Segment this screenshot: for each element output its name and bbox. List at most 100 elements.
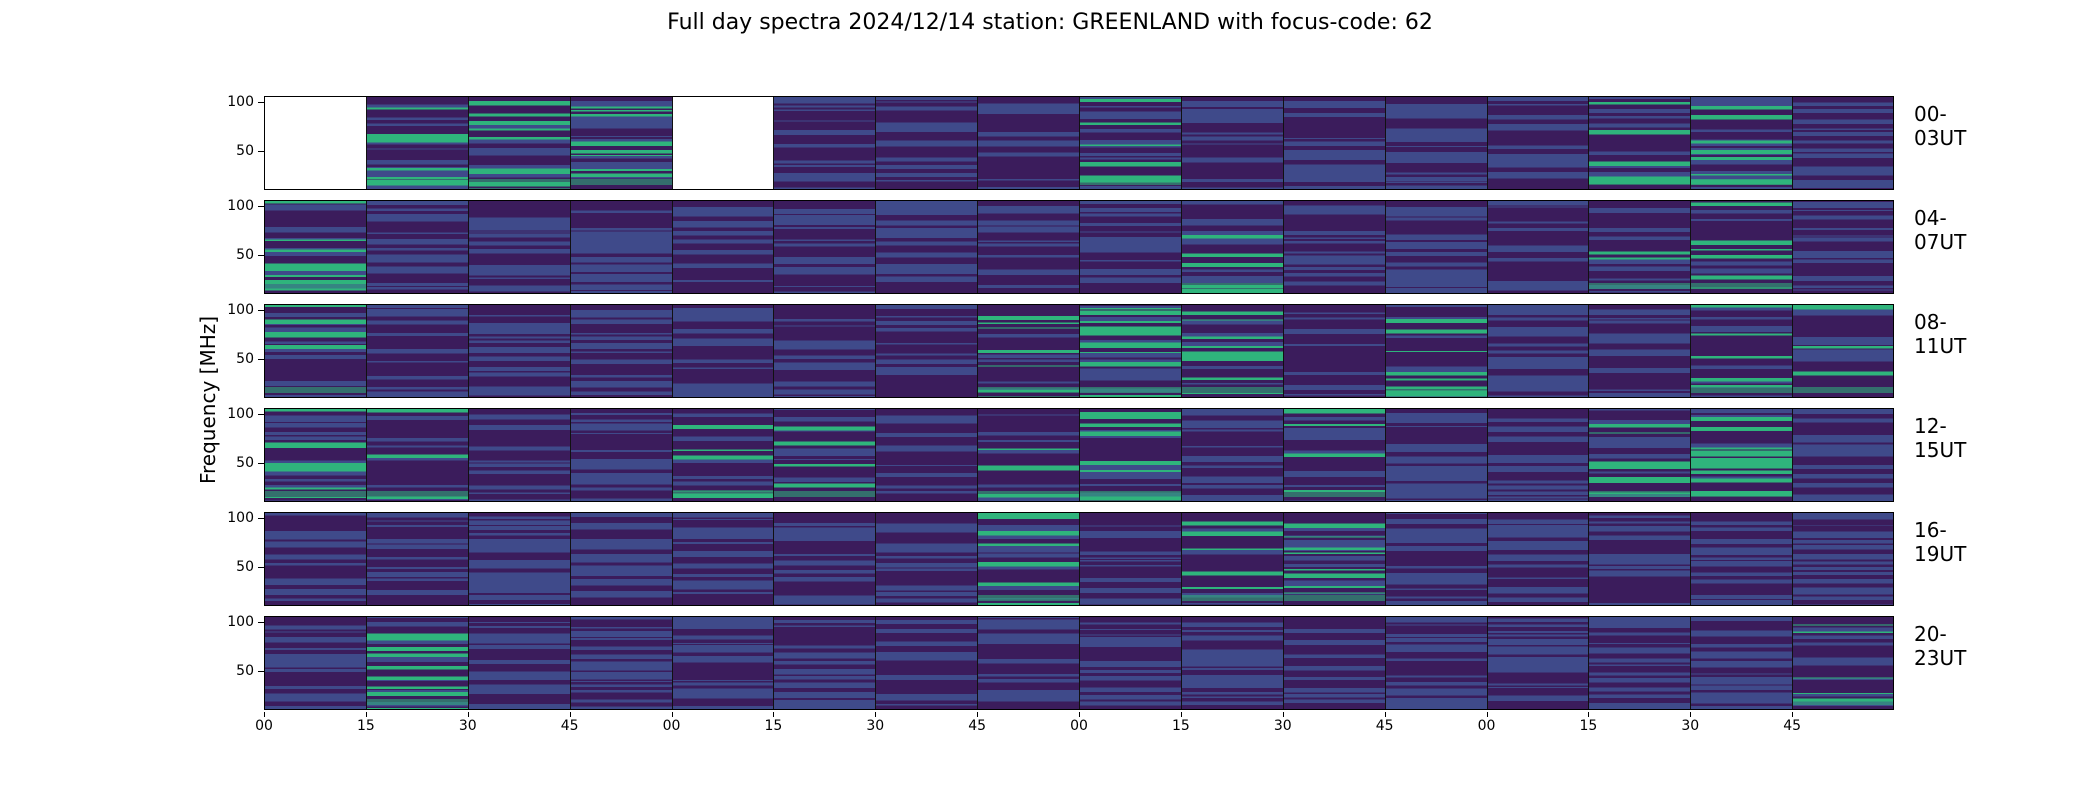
spectrum-panel	[1793, 617, 1893, 709]
y-tick-mark	[258, 150, 264, 152]
low-frequency-band	[1589, 179, 1691, 185]
row-time-label: 12-15UT	[1914, 414, 1967, 463]
y-tick-label: 100	[227, 301, 254, 318]
x-tick-mark	[977, 712, 979, 717]
low-frequency-band	[1080, 491, 1181, 497]
spectrum-panel	[672, 617, 775, 709]
y-tick-label: 50	[236, 246, 254, 263]
spectrum-panel	[672, 409, 775, 501]
spectra-row: 100 50 16-19UT	[227, 510, 1966, 606]
spectrum-panel	[876, 97, 979, 189]
x-tick-label: 00	[255, 718, 273, 734]
spectrum-panel	[1181, 409, 1284, 501]
spectrum-panel	[265, 409, 367, 501]
x-tick-mark	[671, 712, 673, 717]
spectrum-panel	[265, 513, 367, 605]
y-tick-label: 100	[227, 509, 254, 526]
low-frequency-band	[1691, 387, 1793, 393]
y-tick-mark	[258, 517, 264, 519]
spectrum-panel	[1080, 617, 1182, 709]
y-tick-mark	[258, 413, 264, 415]
spectrum-panel	[1589, 305, 1692, 397]
spectrum-panel	[1487, 409, 1590, 501]
row-time-label: 20-23UT	[1914, 622, 1967, 671]
spectrum-panel	[265, 617, 367, 709]
x-tick-mark	[467, 712, 469, 717]
spectrum-panel	[876, 201, 979, 293]
spectrum-panel	[468, 617, 571, 709]
spectrum-panel	[1487, 97, 1590, 189]
y-tick-label: 50	[236, 662, 254, 679]
spectrum-panel	[1589, 617, 1692, 709]
x-tick-label: 45	[1783, 718, 1802, 734]
spectrum-panel	[1385, 305, 1488, 397]
low-frequency-band	[978, 387, 1079, 393]
spectrum-panel	[468, 409, 571, 501]
spectrum-panel	[1793, 305, 1893, 397]
spectrum-panel	[570, 617, 673, 709]
spectra-row: 100 50 20-23UT	[227, 614, 1966, 710]
spectrum-panel	[876, 305, 979, 397]
spectrum-panel	[1283, 201, 1386, 293]
spectra-row: 100 50 12-15UT	[227, 406, 1966, 502]
spectrum-panel	[366, 201, 469, 293]
x-tick-label: 30	[1681, 718, 1700, 734]
spectrum-panel	[1487, 617, 1590, 709]
x-tick-label: 00	[662, 718, 681, 734]
spectrum-panel	[1691, 617, 1794, 709]
y-tick-label: 50	[236, 350, 254, 367]
spectrum-panel	[1385, 201, 1488, 293]
y-tick-mark	[258, 670, 264, 672]
spectrum-panel	[1691, 201, 1794, 293]
row-time-label: 08-11UT	[1914, 310, 1967, 359]
x-tick-label: 15	[1579, 718, 1598, 734]
spectrum-panel	[774, 409, 877, 501]
y-tick-mark	[258, 254, 264, 256]
spectrum-panel	[1487, 305, 1590, 397]
spectrum-panel	[1385, 409, 1488, 501]
y-tick-mark	[258, 621, 264, 623]
spectrum-panel	[265, 201, 367, 293]
spectrum-panel	[1691, 97, 1794, 189]
spectrum-panel	[978, 97, 1080, 189]
spectrum-panel	[1080, 513, 1182, 605]
x-tick-label: 00	[1477, 718, 1496, 734]
y-tick-mark	[258, 566, 264, 568]
spectrum-panel	[1793, 201, 1893, 293]
x-tick-label: 45	[968, 718, 987, 734]
x-tick-mark	[1690, 712, 1692, 717]
low-frequency-band	[1589, 283, 1691, 289]
spectrum-panel	[570, 513, 673, 605]
spectrum-panel	[1283, 305, 1386, 397]
spectrum-panel	[774, 97, 877, 189]
y-tick-mark	[258, 101, 264, 103]
low-frequency-band	[1385, 387, 1487, 393]
spectrum-panel	[672, 513, 775, 605]
spectrum-panel	[876, 409, 979, 501]
y-tick-label: 100	[227, 405, 254, 422]
spectrum-panel	[774, 201, 877, 293]
spectrum-panel	[468, 305, 571, 397]
spectrum-panel	[570, 201, 673, 293]
x-tick-mark	[1282, 712, 1284, 717]
spectrum-panel	[978, 201, 1080, 293]
x-tick-mark	[569, 712, 571, 717]
spectra-row: 100 50 04-07UT	[227, 198, 1966, 294]
spectrum-panel	[1181, 305, 1284, 397]
spectrum-panel	[1589, 97, 1692, 189]
spectrum-panel	[1080, 201, 1182, 293]
spectrum-panel	[978, 513, 1080, 605]
low-frequency-band	[774, 491, 876, 497]
spectrum-panel	[1691, 409, 1794, 501]
spectrum-panel	[1793, 409, 1893, 501]
spectrum-panel	[978, 409, 1080, 501]
x-tick-mark	[773, 712, 775, 717]
x-tick-label: 15	[356, 718, 375, 734]
spectrum-panel	[1283, 617, 1386, 709]
x-tick-label: 30	[458, 718, 477, 734]
spectrum-panel	[1589, 201, 1692, 293]
x-tick-mark	[1180, 712, 1182, 717]
x-tick-mark	[264, 712, 265, 717]
y-tick-label: 100	[227, 93, 254, 110]
spectrum-panel	[1793, 97, 1893, 189]
